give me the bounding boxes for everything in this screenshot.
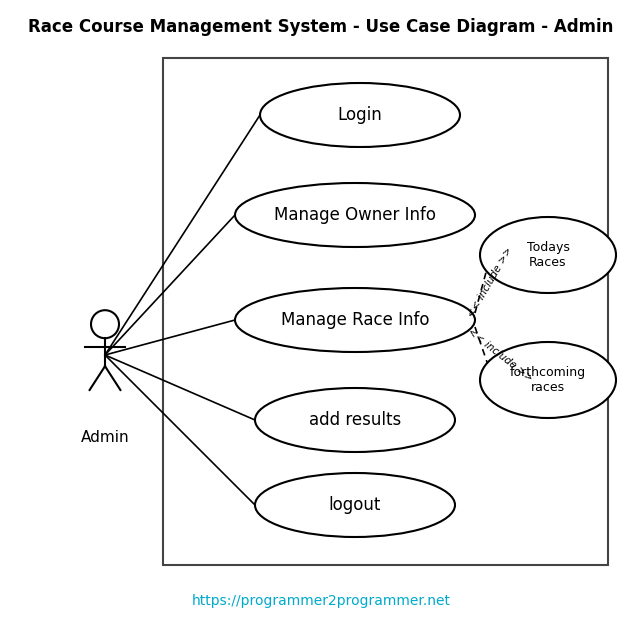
Text: Todays
Races: Todays Races xyxy=(526,241,569,269)
Text: Admin: Admin xyxy=(81,430,129,445)
Bar xyxy=(163,58,608,565)
Ellipse shape xyxy=(480,217,616,293)
Text: add results: add results xyxy=(309,411,401,429)
Ellipse shape xyxy=(235,288,475,352)
Ellipse shape xyxy=(260,83,460,147)
Ellipse shape xyxy=(235,183,475,247)
Text: << include >>: << include >> xyxy=(465,327,534,383)
Text: << include >>: << include >> xyxy=(466,245,514,319)
Text: forthcoming
races: forthcoming races xyxy=(510,366,586,394)
Text: logout: logout xyxy=(329,496,381,514)
Circle shape xyxy=(91,310,119,338)
Text: Race Course Management System - Use Case Diagram - Admin: Race Course Management System - Use Case… xyxy=(28,18,614,36)
Text: Manage Race Info: Manage Race Info xyxy=(281,311,429,329)
Ellipse shape xyxy=(255,388,455,452)
Text: https://programmer2programmer.net: https://programmer2programmer.net xyxy=(191,594,451,608)
Ellipse shape xyxy=(255,473,455,537)
Text: Manage Owner Info: Manage Owner Info xyxy=(274,206,436,224)
Ellipse shape xyxy=(480,342,616,418)
Text: Login: Login xyxy=(338,106,383,124)
